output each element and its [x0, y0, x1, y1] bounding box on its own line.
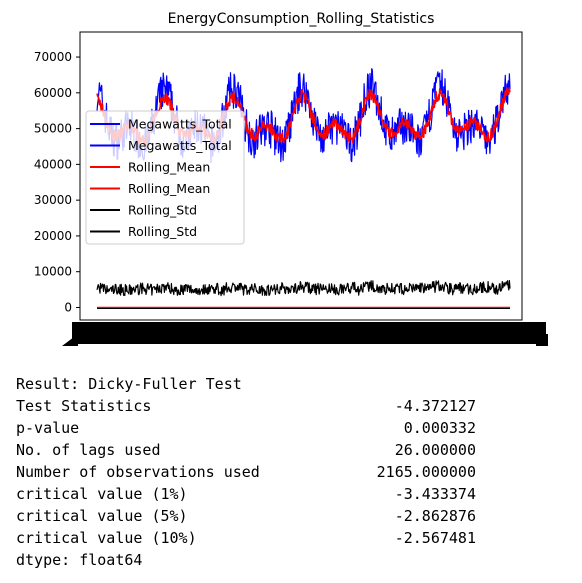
legend-label: Megawatts_Total [128, 138, 232, 153]
legend-label: Rolling_Std [128, 203, 197, 218]
output-dtype: dtype: float64 [16, 551, 143, 569]
output-row: critical value (5%) -2.862876 [16, 505, 476, 527]
plot-lines [96, 68, 511, 309]
chart-title: EnergyConsumption_Rolling_Statistics [168, 11, 435, 27]
legend-label: Rolling_Mean [128, 160, 210, 175]
y-tick-label: 0 [64, 300, 72, 314]
output-row-value: -3.433374 [394, 485, 476, 503]
series-megawatts-total [96, 68, 511, 164]
legend-label: Megawatts_Total [128, 117, 232, 132]
output-row: Number of observations used 2165.000000 [16, 461, 476, 483]
output-row-label: critical value (5%) [16, 507, 188, 525]
y-tick-label: 50000 [34, 122, 72, 136]
series-rolling-std [96, 280, 511, 297]
output-row-value: 2165.000000 [376, 463, 476, 481]
output-header: Result: Dicky-Fuller Test [16, 375, 242, 393]
output-row: p-value 0.000332 [16, 417, 476, 439]
output-row-label: critical value (1%) [16, 485, 188, 503]
series-rolling-mean [96, 87, 511, 147]
x-tick-labels-band-right [536, 334, 548, 346]
y-tick-label: 40000 [34, 157, 72, 171]
legend: Megawatts_Total Megawatts_Total Rolling_Me… [85, 110, 245, 245]
legend-box [85, 110, 245, 245]
legend-label: Rolling_Std [128, 224, 197, 239]
output-row: No. of lags used 26.000000 [16, 439, 476, 461]
output-row-value: 0.000332 [403, 419, 476, 437]
output-row-value: -2.862876 [394, 507, 476, 525]
y-axis: 0 10000 20000 30000 40000 50000 60000 70000 [34, 50, 80, 314]
y-tick-label: 10000 [34, 265, 72, 279]
x-tick-labels-band-left [62, 334, 78, 346]
y-tick-label: 70000 [34, 50, 72, 64]
output-row: critical value (10%) -2.567481 [16, 527, 476, 549]
output-row-label: critical value (10%) [16, 529, 197, 547]
output-row-label: No. of lags used [16, 441, 161, 459]
output-row-value: -2.567481 [394, 529, 476, 547]
chart-area: EnergyConsumption_Rolling_Statistics 0 10… [34, 11, 548, 346]
output-row-label: Test Statistics [16, 397, 152, 415]
rolling-statistics-chart: EnergyConsumption_Rolling_Statistics 0 10… [34, 11, 548, 346]
y-tick-label: 60000 [34, 86, 72, 100]
output-rows: Test Statistics -4.372127 p-value 0.000332 N… [16, 395, 476, 549]
x-axis-ticks [62, 322, 548, 346]
output-row: Test Statistics -4.372127 [16, 395, 476, 417]
plot-frame [79, 31, 523, 321]
output-row-value: -4.372127 [394, 397, 476, 415]
output-row-label: Number of observations used [16, 463, 260, 481]
output-row-label: p-value [16, 419, 80, 437]
dickey-fuller-output: Result: Dicky-Fuller Test Test Statistic… [16, 373, 476, 571]
y-tick-label: 30000 [34, 193, 72, 207]
x-tick-labels-band [72, 322, 546, 344]
output-row-value: 26.000000 [394, 441, 476, 459]
legend-label: Rolling_Mean [128, 181, 210, 196]
output-row: critical value (1%) -3.433374 [16, 483, 476, 505]
y-tick-label: 20000 [34, 229, 72, 243]
